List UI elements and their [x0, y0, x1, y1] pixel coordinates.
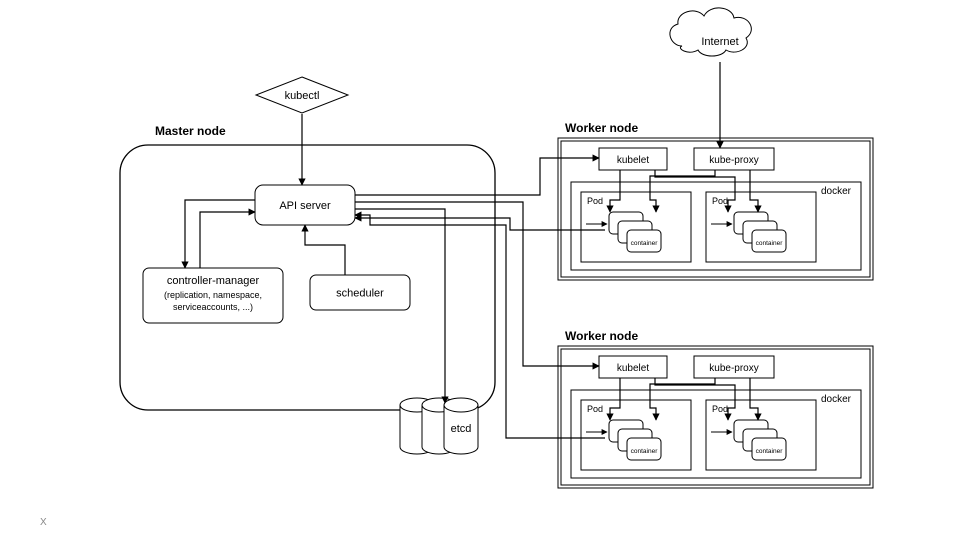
edge-api-w1-kubelet [355, 158, 599, 195]
svg-text:docker: docker [821, 186, 852, 197]
edge-w1-proxy-pod1 [650, 170, 715, 212]
svg-text:container: container [631, 240, 659, 247]
edge-sched-api [305, 225, 345, 275]
edge-w2-proxy-pod1 [650, 378, 715, 420]
svg-text:Pod: Pod [712, 404, 728, 414]
internet-label: Internet [701, 36, 738, 48]
svg-text:container: container [756, 448, 784, 455]
svg-text:(replication, namespace,: (replication, namespace, [164, 290, 262, 300]
svg-text:controller-manager: controller-manager [167, 275, 260, 287]
svg-text:Pod: Pod [587, 196, 603, 206]
k8s-architecture-diagram: Master node Worker node Worker node Interne… [0, 0, 960, 540]
svg-text:Pod: Pod [587, 404, 603, 414]
master-node-title: Master node [155, 124, 226, 138]
edge-w2-proxy-pod2 [750, 378, 758, 420]
w2-kubelet-label: kubelet [617, 363, 649, 374]
worker1-title: Worker node [565, 121, 638, 135]
w1-kube-proxy-label: kube-proxy [709, 155, 758, 166]
etcd-label: etcd [451, 423, 472, 435]
svg-text:Pod: Pod [712, 196, 728, 206]
svg-text:docker: docker [821, 394, 852, 405]
svg-text:container: container [756, 240, 784, 247]
edge-w1-proxy-pod2 [750, 170, 758, 212]
footer-mark: X [40, 517, 47, 528]
internet-cloud [670, 8, 751, 56]
w2-kube-proxy-label: kube-proxy [709, 363, 758, 374]
worker2-title: Worker node [565, 329, 638, 343]
svg-text:container: container [631, 448, 659, 455]
scheduler-node-label: scheduler [336, 288, 384, 300]
svg-text:serviceaccounts, ...): serviceaccounts, ...) [173, 302, 253, 312]
edge-w1-kubelet-pod1 [610, 170, 620, 212]
edge-api-ctrl [185, 200, 255, 268]
kubectl-label: kubectl [285, 90, 320, 102]
edge-w2-pod1-api [355, 215, 605, 438]
w1-kubelet-label: kubelet [617, 155, 649, 166]
edge-w2-kubelet-pod1 [610, 378, 620, 420]
api-server-node-label: API server [279, 200, 331, 212]
edge-ctrl-api [200, 212, 255, 268]
edge-w1-pod1-api [355, 218, 605, 230]
